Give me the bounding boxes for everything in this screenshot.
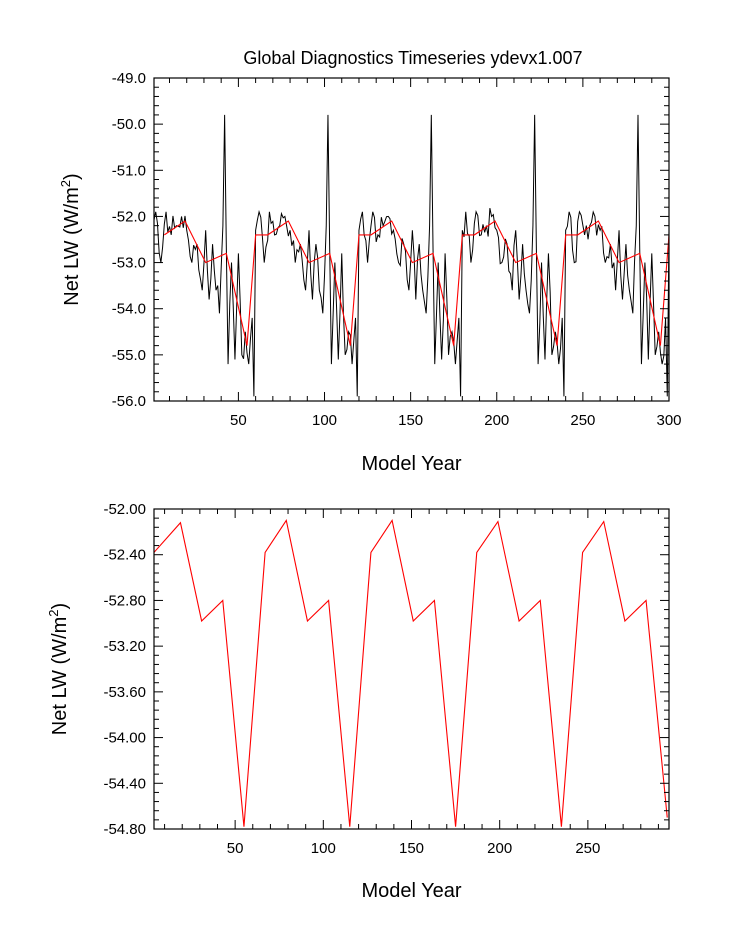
plot-frame	[153, 77, 670, 402]
y-tick-label: -52.40	[103, 547, 146, 564]
x-tick-label: 300	[656, 412, 681, 429]
x-tick-label: 150	[398, 412, 423, 429]
y-tick-label: -54.00	[103, 730, 146, 747]
y-tick-label: -53.0	[112, 255, 146, 272]
y-tick-label: -52.0	[112, 208, 146, 225]
y-tick-label: -53.60	[103, 684, 146, 701]
x-tick-label: 100	[311, 840, 336, 857]
chart-title: Global Diagnostics Timeseries ydevx1.007	[243, 48, 582, 68]
y-tick-label: -54.80	[103, 821, 146, 838]
y-tick-label: -55.0	[112, 347, 146, 364]
y-tick-label: -52.80	[103, 592, 146, 609]
y-tick-label: -54.0	[112, 301, 146, 318]
series-line-1	[164, 220, 669, 346]
y-tick-label: -49.0	[112, 70, 146, 87]
bottom-panel: 50 100 150 200 250 -54.80 -54.40 -54.00 -53.60 -5…	[46, 501, 670, 902]
y-tick-label: -51.0	[112, 162, 146, 179]
x-tick-label: 250	[570, 412, 595, 429]
x-tick-label: 50	[230, 412, 247, 429]
series-line-0	[154, 114, 669, 397]
y-tick-label: -53.20	[103, 638, 146, 655]
y-axis-label: Net LW (W/m2)	[58, 173, 83, 305]
x-tick-label: 50	[227, 840, 244, 857]
x-tick-label: 100	[312, 412, 337, 429]
top-panel: 50 100 150 200 250 300 -56.0 -55.0 -54.0 -53.0 -52…	[58, 70, 682, 475]
x-tick-label: 250	[575, 840, 600, 857]
y-tick-label: -56.0	[112, 393, 146, 410]
y-axis-label: Net LW (W/m2)	[46, 603, 71, 735]
plot-frame	[153, 508, 670, 830]
y-tick-label: -54.40	[103, 775, 146, 792]
y-tick-label: -50.0	[112, 116, 146, 133]
x-tick-label: 150	[399, 840, 424, 857]
y-tick-label: -52.00	[103, 501, 146, 518]
x-tick-label: 200	[487, 840, 512, 857]
x-axis-label: Model Year	[361, 880, 461, 902]
series-line-0	[154, 519, 668, 827]
x-tick-label: 200	[484, 412, 509, 429]
x-axis-label: Model Year	[361, 453, 461, 475]
